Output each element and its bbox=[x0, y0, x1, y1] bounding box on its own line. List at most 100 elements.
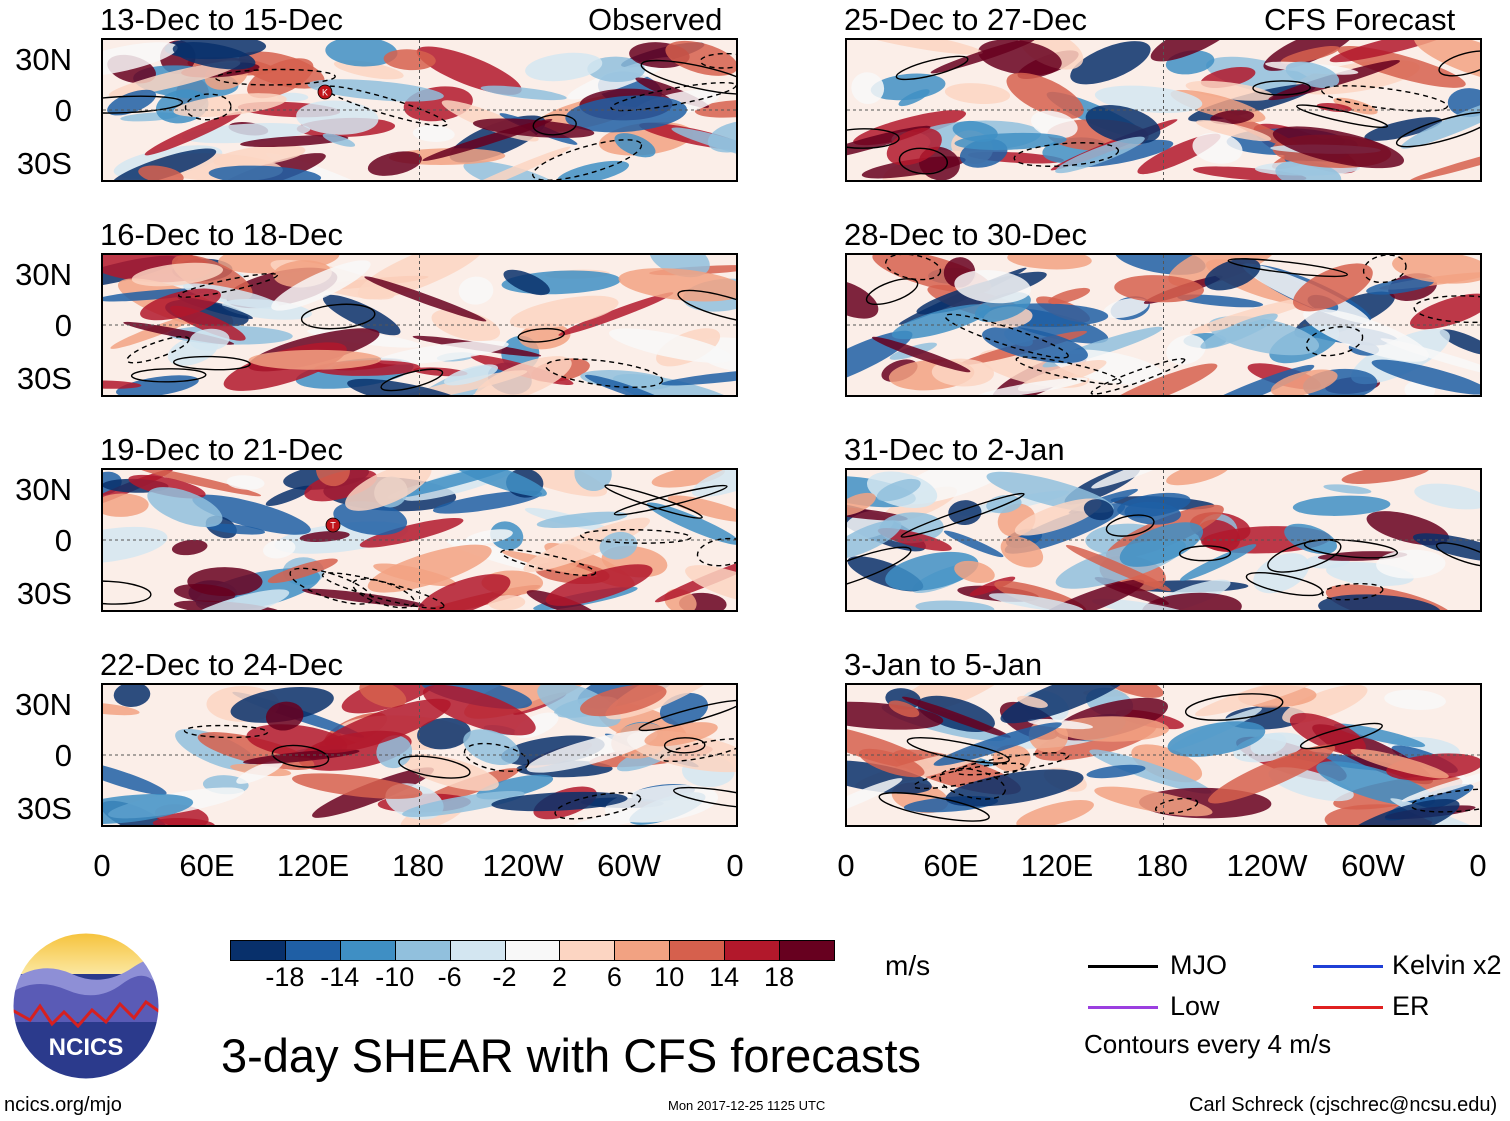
shear-anomaly bbox=[416, 46, 522, 95]
shear-anomaly bbox=[367, 544, 492, 593]
shear-anomaly bbox=[265, 701, 304, 731]
shear-anomaly bbox=[1210, 110, 1255, 125]
mjo-contour bbox=[380, 368, 444, 392]
shear-anomaly bbox=[847, 279, 879, 319]
shear-anomaly bbox=[525, 52, 603, 82]
legend-line-kelvin bbox=[1313, 965, 1383, 968]
shear-anomaly bbox=[103, 526, 168, 564]
shear-anomaly bbox=[847, 506, 908, 521]
mjo-contour bbox=[898, 147, 949, 175]
shear-anomaly bbox=[1208, 744, 1336, 804]
shear-anomaly bbox=[488, 595, 526, 610]
shear-anomaly bbox=[1089, 749, 1212, 794]
shear-anomaly bbox=[1185, 80, 1274, 101]
shear-anomaly bbox=[1280, 45, 1340, 64]
shear-anomaly bbox=[1414, 40, 1480, 84]
shear-anomaly bbox=[186, 589, 290, 610]
legend-label-er: ER bbox=[1392, 991, 1430, 1021]
lon-label: 0 bbox=[1469, 848, 1487, 883]
mjo-contour bbox=[1413, 295, 1480, 324]
shear-anomaly bbox=[695, 337, 736, 373]
footer-url[interactable]: ncics.org/mjo bbox=[4, 1094, 122, 1116]
colorbar-tick-label: 10 bbox=[654, 962, 685, 992]
shear-anomaly bbox=[1200, 313, 1278, 349]
shear-anomaly bbox=[1192, 166, 1307, 180]
shear-anomaly bbox=[480, 85, 567, 101]
shear-anomaly bbox=[1099, 363, 1218, 395]
lat-label-30s: 30S bbox=[16, 361, 72, 396]
shear-anomaly bbox=[1253, 553, 1310, 594]
shear-anomaly bbox=[458, 276, 494, 305]
shear-anomaly bbox=[888, 700, 920, 718]
shear-anomaly bbox=[1341, 470, 1430, 484]
shear-map bbox=[845, 253, 1482, 397]
colorbar-tick-label: 18 bbox=[764, 962, 795, 992]
mjo-contour bbox=[1303, 538, 1399, 559]
shear-anomaly bbox=[847, 40, 983, 55]
shear-anomaly bbox=[1131, 744, 1203, 783]
footer-credit: Carl Schreck (cjschrec@ncsu.edu) bbox=[1189, 1094, 1498, 1116]
lon-label: 60E bbox=[923, 848, 979, 883]
shear-anomaly bbox=[463, 729, 520, 766]
mjo-contour bbox=[1438, 50, 1480, 77]
shear-anomaly bbox=[152, 817, 215, 825]
shear-anomaly bbox=[930, 40, 1036, 74]
shear-anomaly bbox=[933, 722, 1062, 766]
mjo-contour bbox=[640, 59, 736, 95]
shear-anomaly bbox=[262, 539, 296, 559]
shear-anomaly bbox=[1342, 798, 1460, 825]
mjo-contour bbox=[1435, 542, 1480, 568]
shear-anomaly bbox=[1384, 689, 1446, 710]
shear-anomaly bbox=[1083, 499, 1114, 521]
shear-anomaly bbox=[1410, 293, 1480, 330]
shear-anomaly bbox=[858, 748, 925, 778]
mjo-contour bbox=[214, 68, 336, 86]
shear-anomaly bbox=[463, 160, 564, 180]
shear-anomaly bbox=[1284, 523, 1337, 555]
shear-map: K bbox=[101, 38, 738, 182]
mjo-contour bbox=[1013, 142, 1120, 167]
shear-anomaly bbox=[302, 588, 425, 607]
shear-anomaly bbox=[192, 494, 311, 535]
shear-anomaly bbox=[1401, 768, 1480, 802]
shear-anomaly bbox=[691, 470, 736, 497]
shear-anomaly bbox=[236, 760, 283, 784]
mjo-contour bbox=[895, 55, 969, 81]
shear-anomaly bbox=[574, 470, 612, 492]
mjo-contour bbox=[532, 114, 577, 136]
lat-label-eq: 0 bbox=[54, 738, 72, 773]
shear-anomaly bbox=[316, 470, 350, 487]
shear-anomaly bbox=[891, 304, 991, 340]
panel-title: 19-Dec to 21-Dec bbox=[100, 432, 343, 467]
shear-anomaly bbox=[1048, 287, 1091, 305]
shear-anomaly bbox=[982, 326, 1088, 364]
mjo-contour bbox=[1252, 80, 1311, 96]
shear-anomaly bbox=[1065, 545, 1171, 592]
shear-anomaly bbox=[1376, 549, 1446, 579]
mjo-contour bbox=[610, 81, 736, 112]
shear-anomaly bbox=[484, 470, 608, 497]
mjo-contour bbox=[103, 580, 152, 605]
shear-anomaly bbox=[558, 292, 674, 336]
shear-anomaly bbox=[1166, 470, 1230, 486]
shear-anomaly bbox=[304, 470, 378, 502]
mjo-contour bbox=[517, 327, 565, 343]
mjo-contour bbox=[532, 139, 643, 180]
shear-anomaly bbox=[422, 685, 536, 736]
shear-map bbox=[845, 468, 1482, 612]
mjo-contour bbox=[1245, 572, 1323, 597]
colorbar-tick-label: 2 bbox=[551, 962, 567, 992]
shear-anomaly bbox=[876, 478, 921, 502]
shear-anomaly bbox=[1316, 102, 1352, 113]
mjo-contour bbox=[604, 484, 703, 519]
mjo-contour bbox=[1105, 514, 1155, 537]
mjo-contour bbox=[173, 355, 251, 371]
mjo-contour bbox=[1184, 693, 1284, 721]
shear-anomaly bbox=[1371, 359, 1480, 395]
shear-anomaly bbox=[608, 328, 733, 363]
shear-anomaly bbox=[359, 685, 407, 708]
shear-anomaly bbox=[422, 119, 553, 161]
lon-label: 120E bbox=[1020, 848, 1094, 883]
ncics-logo: NCICS bbox=[12, 932, 160, 1080]
lat-label-30n: 30N bbox=[15, 472, 72, 507]
